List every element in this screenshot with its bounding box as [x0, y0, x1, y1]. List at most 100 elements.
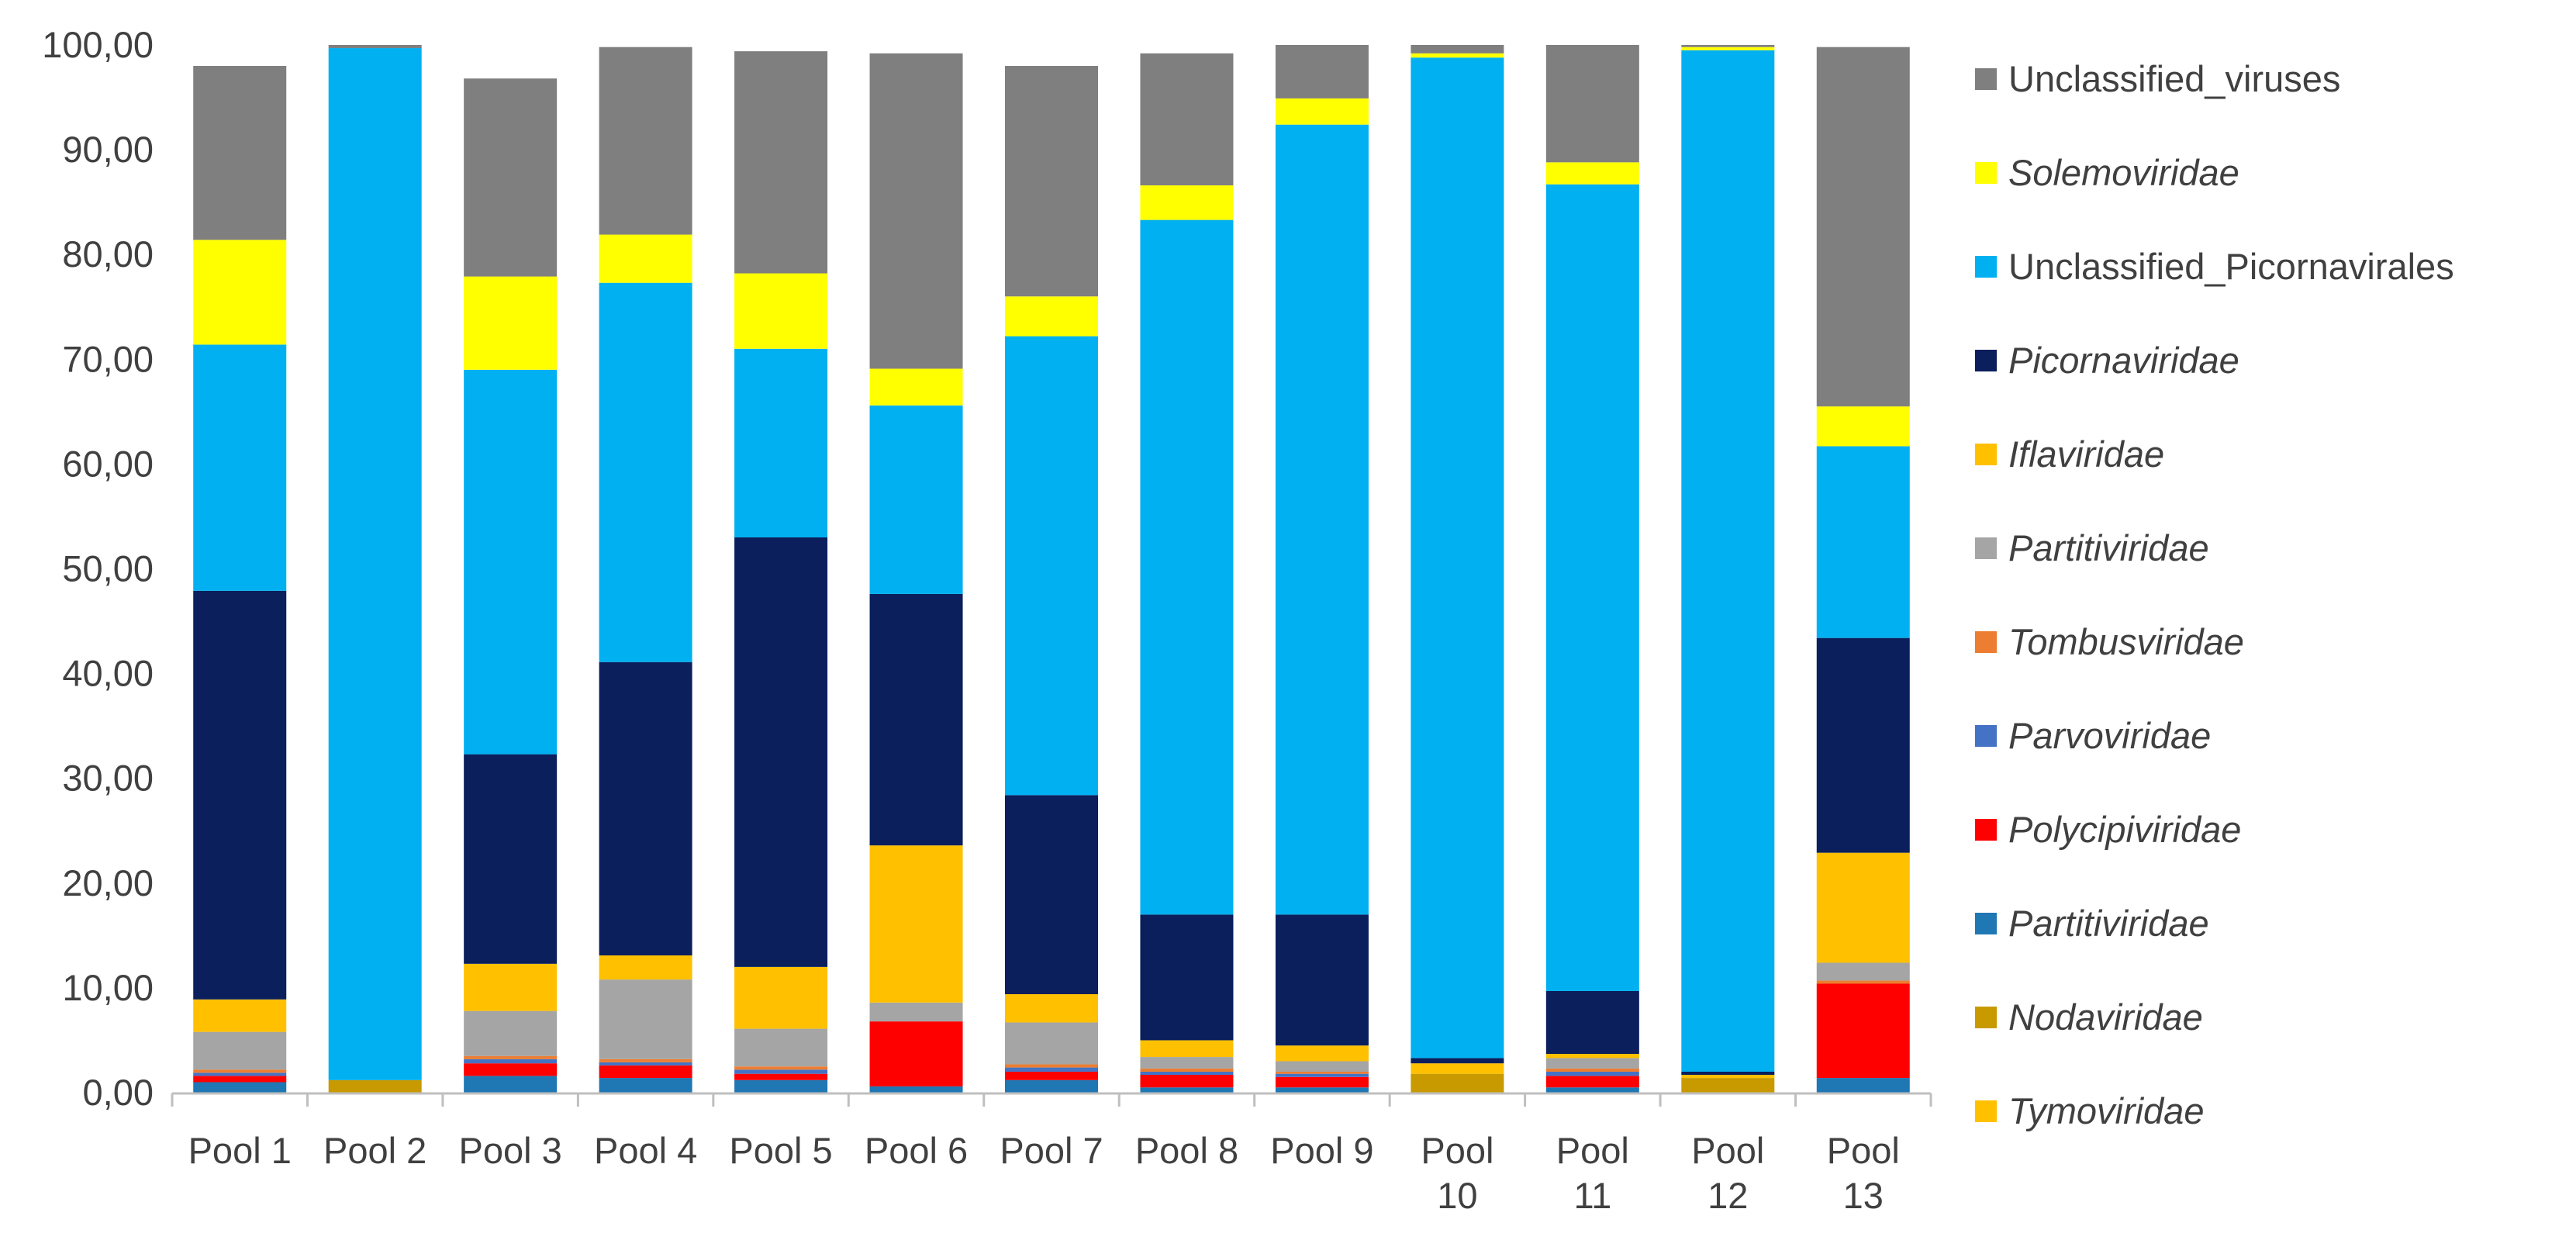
- legend-swatch: [1975, 1007, 1997, 1028]
- bar-segment: [734, 348, 828, 537]
- bar-segment: [734, 1066, 828, 1070]
- bar-segment: [869, 1086, 963, 1093]
- bar-segment: [599, 282, 692, 662]
- bar-segment: [193, 1076, 287, 1083]
- bar-segment: [734, 1069, 828, 1074]
- y-tick-label: 0,00: [83, 1072, 154, 1113]
- bar-segment: [1545, 162, 1639, 185]
- bar-segment: [869, 845, 963, 1003]
- bars: [193, 45, 1910, 1093]
- legend-label: Partitiviridae: [2008, 527, 2209, 568]
- x-tick-label: Pool 12: [1691, 1130, 1764, 1216]
- bar-segment: [1411, 1063, 1504, 1074]
- bar-segment: [1275, 1076, 1369, 1088]
- x-tick-label: Pool 4: [594, 1130, 697, 1171]
- bar-segment: [599, 1059, 692, 1062]
- x-tick-label: Pool 9: [1270, 1130, 1373, 1171]
- bar-segment: [1681, 1075, 1775, 1079]
- bar-segment: [464, 1059, 558, 1064]
- legend-label: Polycipiviridae: [2008, 809, 2241, 850]
- legend-swatch: [1975, 350, 1997, 371]
- bar-segment: [1140, 1040, 1234, 1058]
- legend-label: Iflaviridae: [2008, 433, 2164, 475]
- bar-segment: [734, 1028, 828, 1067]
- bar-segment: [1275, 1071, 1369, 1074]
- bar-segment: [1411, 45, 1504, 54]
- bar-segment: [869, 53, 963, 369]
- y-tick-label: 60,00: [62, 443, 154, 484]
- bar-segment: [464, 1010, 558, 1056]
- bar-segment: [1140, 53, 1234, 186]
- bar-segment: [869, 593, 963, 846]
- bar-segment: [1816, 962, 1910, 981]
- legend-swatch: [1975, 913, 1997, 934]
- bar-segment: [599, 979, 692, 1059]
- y-tick-label: 40,00: [62, 653, 154, 694]
- bar-segment: [1275, 124, 1369, 915]
- bar-segment: [1545, 990, 1639, 1055]
- bar-segment: [1140, 1068, 1234, 1072]
- x-tick-label: Pool 5: [729, 1130, 832, 1171]
- bar-segment: [464, 369, 558, 755]
- bar-segment: [1411, 1073, 1504, 1093]
- bar-segment: [734, 1079, 828, 1093]
- bar-segment: [599, 661, 692, 956]
- y-tick-label: 90,00: [62, 129, 154, 170]
- bar-segment: [1140, 914, 1234, 1041]
- bar-segment: [599, 234, 692, 283]
- bar-segment: [1816, 852, 1910, 963]
- bar-segment: [1275, 45, 1369, 98]
- bar-segment: [599, 955, 692, 980]
- bar-segment: [1411, 57, 1504, 1059]
- bar-segment: [869, 368, 963, 406]
- bar-segment: [1545, 184, 1639, 991]
- bar-segment: [1140, 219, 1234, 915]
- bar-segment: [869, 1021, 963, 1086]
- bar-segment: [1545, 1054, 1639, 1059]
- bar-segment: [193, 1082, 287, 1093]
- legend-swatch: [1975, 444, 1997, 465]
- bar-segment: [1816, 1078, 1910, 1093]
- bar-segment: [734, 1073, 828, 1080]
- bar-segment: [1005, 296, 1098, 337]
- legend-label: Unclassified_viruses: [2008, 58, 2340, 99]
- bar-segment: [1681, 1078, 1775, 1093]
- bar-segment: [1275, 1045, 1369, 1062]
- y-tick-label: 50,00: [62, 548, 154, 589]
- bar-segment: [734, 537, 828, 967]
- bar-segment: [1140, 1057, 1234, 1069]
- x-tick-label: Pool 3: [459, 1130, 562, 1171]
- bar-segment: [1005, 1071, 1098, 1080]
- bar-segment: [193, 1069, 287, 1073]
- bar-segment: [869, 405, 963, 594]
- bar-segment: [193, 1072, 287, 1076]
- y-tick-label: 10,00: [62, 967, 154, 1008]
- bar-segment: [1275, 1061, 1369, 1072]
- legend-swatch: [1975, 256, 1997, 278]
- bar-segment: [1275, 1073, 1369, 1077]
- bar-segment: [1005, 994, 1098, 1023]
- legend-label: Nodaviridae: [2008, 996, 2203, 1038]
- legend-swatch: [1975, 725, 1997, 747]
- bar-segment: [1681, 45, 1775, 47]
- legend-label: Picornaviridae: [2008, 340, 2239, 381]
- bar-segment: [1816, 47, 1910, 407]
- bar-segment: [1545, 1071, 1639, 1076]
- bar-segment: [193, 590, 287, 1000]
- bar-segment: [1816, 980, 1910, 984]
- bar-segment: [1140, 1075, 1234, 1088]
- bar-segment: [1411, 53, 1504, 58]
- bar-segment: [1545, 1068, 1639, 1072]
- x-tick-label: Pool 10: [1421, 1130, 1493, 1216]
- bar-segment: [1275, 914, 1369, 1046]
- bar-segment: [1005, 795, 1098, 995]
- bar-segment: [599, 47, 692, 235]
- y-tick-label: 30,00: [62, 758, 154, 799]
- legend-label: Solemoviridae: [2008, 152, 2239, 193]
- bar-segment: [1681, 47, 1775, 50]
- bar-segment: [1545, 1058, 1639, 1069]
- bar-segment: [1005, 1079, 1098, 1093]
- bar-segment: [734, 966, 828, 1029]
- legend-swatch: [1975, 162, 1997, 184]
- legend: Unclassified_viruses Solemoviridae Unclass…: [1975, 58, 2454, 1131]
